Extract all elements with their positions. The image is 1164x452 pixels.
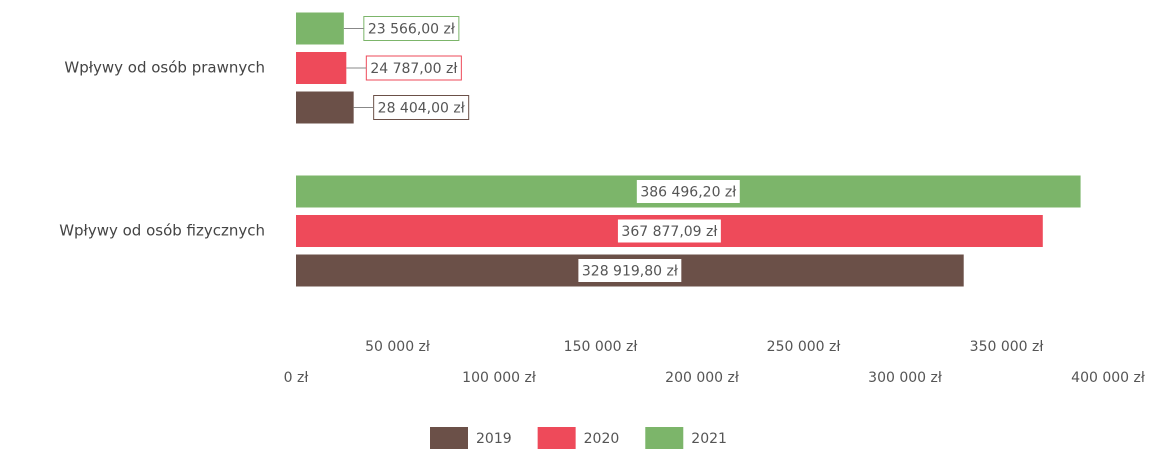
x-tick-label: 200 000 zł: [665, 370, 739, 386]
x-tick-label: 100 000 zł: [462, 370, 536, 386]
legend-label: 2019: [476, 431, 512, 447]
legend-swatch: [537, 427, 576, 449]
x-tick-label: 0 zł: [284, 370, 309, 386]
x-tick-label: 50 000 zł: [365, 339, 430, 355]
legend-label: 2021: [691, 431, 727, 447]
value-label: 28 404,00 zł: [378, 101, 465, 117]
category-label: Wpływy od osób fizycznych: [59, 222, 265, 240]
value-label: 367 877,09 zł: [621, 224, 717, 240]
value-label-box: [577, 258, 683, 283]
bar: [296, 12, 344, 45]
x-tick-label: 250 000 zł: [767, 339, 841, 355]
legend-label: 2020: [584, 431, 620, 447]
x-tick-label: 350 000 zł: [970, 339, 1044, 355]
value-label: 386 496,20 zł: [640, 185, 736, 201]
value-label: 24 787,00 zł: [370, 61, 457, 77]
x-tick-label: 300 000 zł: [868, 370, 942, 386]
x-tick-label: 150 000 zł: [564, 339, 638, 355]
value-label-box: [635, 179, 741, 204]
x-tick-label: 400 000 zł: [1071, 370, 1145, 386]
legend-swatch: [645, 427, 684, 449]
bar: [296, 52, 347, 84]
value-label-box: [616, 218, 722, 244]
value-label-box: [365, 55, 462, 81]
value-label: 328 919,80 zł: [582, 264, 678, 280]
value-label: 23 566,00 zł: [368, 22, 455, 38]
bar: [296, 91, 354, 124]
category-label: Wpływy od osób prawnych: [64, 59, 265, 77]
legend-swatch: [430, 427, 468, 449]
